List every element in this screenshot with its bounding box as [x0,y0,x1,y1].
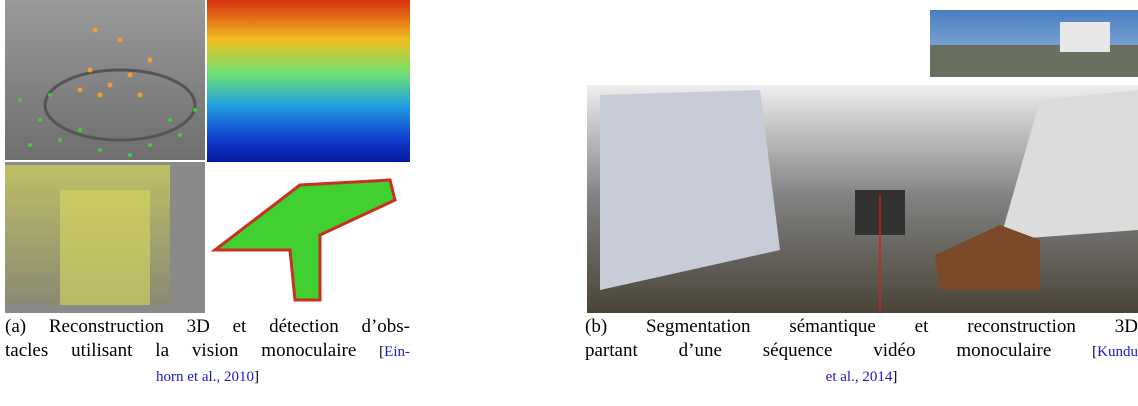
citation[interactable]: et al., 2014 [825,369,893,385]
caption-a: (a) Reconstruction 3D et détection d’obs… [5,315,410,390]
dots [18,93,197,157]
caption-line: partant d’une séquence vidéo monoculaire… [585,339,1138,365]
bracket: ] [892,369,898,385]
caption-text: partant d’une séquence vidéo monoculaire [585,339,1052,361]
caption-line: horn et al., 2010] [5,364,410,390]
shape [600,90,780,290]
shape [1060,22,1110,52]
shape [1000,90,1138,240]
panel-image [207,0,410,162]
citation[interactable]: Kundu [1097,343,1138,360]
shape [935,225,1040,290]
citation[interactable]: horn et al., 2010 [156,369,254,385]
caption-text: tacles utilisant la vision monoculaire [5,339,357,361]
caption-line: et al., 2014] [585,364,1138,390]
caption-line: (a) Reconstruction 3D et détection d’obs… [5,316,410,337]
figure-images [5,0,1138,313]
caption-line: (b) Segmentation sémantique et reconstru… [585,316,1138,337]
bracket: [ [1092,343,1098,360]
caption-b: (b) Segmentation sémantique et reconstru… [585,315,1138,390]
shape [60,190,150,305]
citation[interactable]: Ein- [384,343,410,360]
shape [43,68,197,142]
bracket: ] [253,369,259,385]
caption-line: tacles utilisant la vision monoculaire [… [5,339,410,365]
dots [77,27,153,98]
shape [210,178,397,302]
bracket: [ [379,343,385,360]
